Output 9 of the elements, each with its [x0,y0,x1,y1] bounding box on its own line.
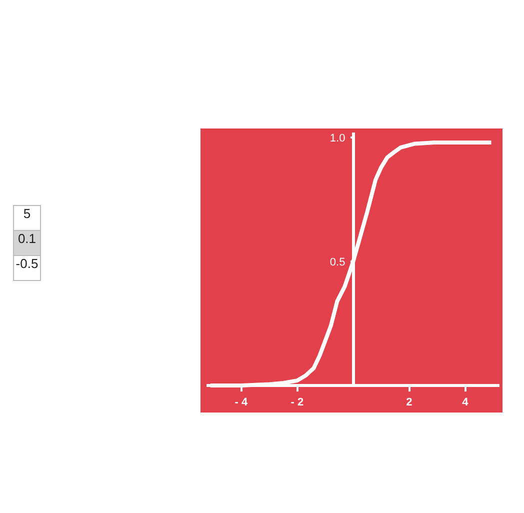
text: -0.5 [13,255,41,281]
x-tick-label: 2 [406,396,412,408]
x-tick-label: - 2 [290,396,304,408]
y-tick-label: 1.0 [330,132,346,144]
x-tick-label: 4 [462,396,470,408]
x-tick-label: - 4 [234,396,248,408]
text: 0.1 [13,230,41,256]
y-tick-label: 0.5 [330,256,346,268]
text: 5 [13,205,41,231]
